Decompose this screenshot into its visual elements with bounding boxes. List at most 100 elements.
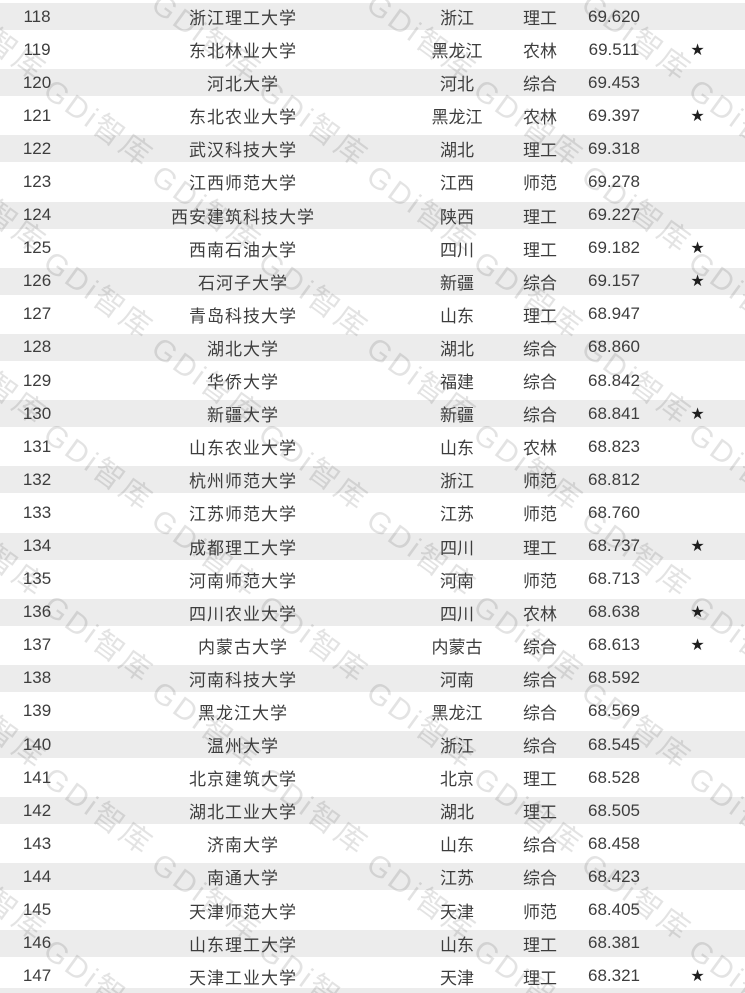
category-cell: 综合	[523, 373, 557, 393]
university-name-cell: 湖北工业大学	[189, 803, 297, 823]
rank-cell: 122	[22, 138, 52, 158]
university-name-cell: 济南大学	[207, 836, 279, 856]
university-name-cell: 湖北大学	[207, 339, 279, 359]
university-name-cell: 天津师范大学	[189, 902, 297, 922]
score-cell: 69.182	[588, 238, 640, 258]
score-cell: 69.620	[588, 6, 640, 26]
province-cell: 江西	[440, 174, 474, 194]
university-name-cell: 河南科技大学	[189, 670, 297, 690]
rank-cell: 141	[22, 767, 52, 787]
score-cell: 68.545	[588, 734, 640, 754]
university-name-cell: 东北农业大学	[189, 108, 297, 128]
table-row-band: 136 四川农业大学 四川 农林 68.638 ★	[0, 598, 745, 626]
table-row: 138 河南科技大学 河南 综合 68.592	[0, 662, 745, 695]
score-cell: 68.841	[588, 403, 640, 423]
score-cell: 68.947	[588, 304, 640, 324]
province-cell: 黑龙江	[431, 42, 483, 62]
table-row: 128 湖北大学 湖北 综合 68.860	[0, 331, 745, 364]
table-row-band: 139 黑龙江大学 黑龙江 综合 68.569	[0, 698, 745, 725]
university-name-cell: 河北大学	[207, 75, 279, 95]
table-row: 127 青岛科技大学 山东 理工 68.947	[0, 298, 745, 331]
rank-cell: 129	[22, 370, 52, 390]
rank-cell: 147	[22, 966, 52, 986]
table-row-band: 130 新疆大学 新疆 综合 68.841 ★	[0, 400, 745, 428]
category-cell: 师范	[523, 505, 557, 525]
table-row: 142 湖北工业大学 湖北 理工 68.505	[0, 794, 745, 827]
star-icon: ★	[690, 107, 705, 125]
province-cell: 山东	[440, 306, 474, 326]
category-cell: 综合	[523, 737, 557, 757]
table-row-band: 118 浙江理工大学 浙江 理工 69.620	[0, 3, 745, 30]
star-icon: ★	[690, 968, 705, 986]
province-cell: 河南	[440, 670, 474, 690]
table-row: 125 西南石油大学 四川 理工 69.182 ★	[0, 232, 745, 265]
table-row: 124 西安建筑科技大学 陕西 理工 69.227	[0, 199, 745, 232]
rank-cell: 143	[22, 833, 52, 853]
star-icon: ★	[690, 538, 705, 555]
table-row: 130 新疆大学 新疆 综合 68.841 ★	[0, 397, 745, 430]
university-name-cell: 成都理工大学	[189, 538, 297, 558]
rank-cell: 123	[22, 171, 52, 191]
rank-cell: 121	[22, 105, 52, 125]
province-cell: 湖北	[440, 803, 474, 823]
table-row-band: 140 温州大学 浙江 综合 68.545	[0, 731, 745, 759]
province-cell: 天津	[440, 902, 474, 922]
score-cell: 68.638	[588, 602, 640, 622]
province-cell: 浙江	[440, 9, 474, 28]
category-cell: 综合	[523, 703, 557, 723]
university-name-cell: 黑龙江大学	[198, 703, 288, 723]
university-name-cell: 江西师范大学	[189, 174, 297, 194]
table-row: 121 东北农业大学 黑龙江 农林 69.397 ★	[0, 99, 745, 132]
score-cell: 68.860	[588, 337, 640, 357]
rank-cell: 124	[22, 205, 52, 225]
province-cell: 山东	[440, 439, 474, 459]
category-cell: 综合	[523, 406, 557, 426]
table-row: 126 石河子大学 新疆 综合 69.157 ★	[0, 265, 745, 298]
table-row-band: 143 济南大学 山东 综合 68.458	[0, 830, 745, 857]
rank-cell: 135	[22, 569, 52, 589]
rank-cell: 120	[22, 72, 52, 92]
university-name-cell: 天津工业大学	[189, 968, 297, 988]
province-cell: 黑龙江	[431, 703, 483, 723]
rank-cell: 134	[22, 536, 52, 555]
star-icon: ★	[690, 405, 705, 423]
province-cell: 江苏	[440, 869, 474, 889]
table-row: 123 江西师范大学 江西 师范 69.278	[0, 165, 745, 198]
category-cell: 理工	[523, 141, 557, 161]
table-row-band: 120 河北大学 河北 综合 69.453	[0, 69, 745, 97]
university-name-cell: 北京建筑大学	[189, 770, 297, 790]
university-name-cell: 浙江理工大学	[189, 9, 297, 28]
university-name-cell: 东北林业大学	[189, 42, 297, 62]
university-name-cell: 武汉科技大学	[189, 141, 297, 161]
table-row-band: 119 东北林业大学 黑龙江 农林 69.511 ★	[0, 36, 745, 63]
province-cell: 河南	[440, 571, 474, 591]
province-cell: 新疆	[440, 406, 474, 426]
score-cell: 68.458	[588, 833, 640, 853]
province-cell: 福建	[440, 373, 474, 393]
next-row-partial-band	[0, 988, 745, 993]
table-row: 147 天津工业大学 天津 理工 68.321 ★	[0, 960, 745, 993]
table-row-band: 128 湖北大学 湖北 综合 68.860	[0, 333, 745, 361]
table-row: 131 山东农业大学 山东 农林 68.823	[0, 430, 745, 463]
table-row-band: 129 华侨大学 福建 综合 68.842	[0, 367, 745, 394]
rank-cell: 138	[22, 668, 52, 688]
rank-cell: 126	[22, 271, 52, 291]
category-cell: 师范	[523, 902, 557, 922]
university-name-cell: 内蒙古大学	[198, 637, 288, 657]
university-name-cell: 华侨大学	[207, 373, 279, 393]
category-cell: 理工	[523, 935, 557, 955]
table-row-band: 126 石河子大学 新疆 综合 69.157 ★	[0, 267, 745, 295]
score-cell: 69.318	[588, 138, 640, 158]
rank-cell: 145	[22, 900, 52, 920]
table-row: 133 江苏师范大学 江苏 师范 68.760	[0, 496, 745, 529]
score-cell: 68.321	[588, 966, 640, 986]
rank-cell: 136	[22, 602, 52, 622]
rank-cell: 119	[23, 39, 51, 59]
category-cell: 理工	[523, 240, 557, 260]
province-cell: 河北	[440, 75, 474, 95]
category-cell: 理工	[523, 770, 557, 790]
province-cell: 浙江	[440, 737, 474, 757]
table-row-band: 121 东北农业大学 黑龙江 农林 69.397 ★	[0, 102, 745, 129]
category-cell: 理工	[523, 207, 557, 227]
